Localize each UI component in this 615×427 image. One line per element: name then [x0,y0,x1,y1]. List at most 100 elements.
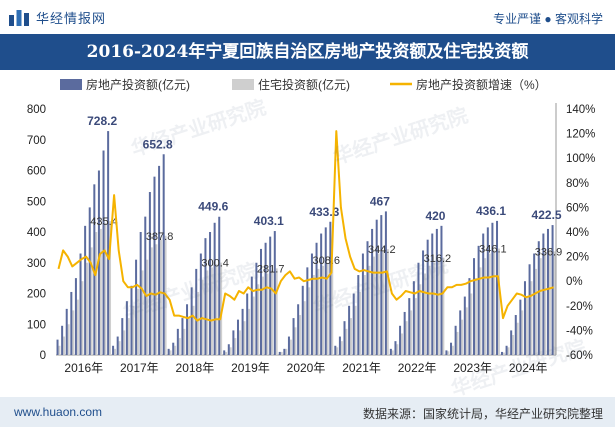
residential-bar [377,253,380,355]
brand-logo[interactable]: 华经情报网 [8,7,106,27]
real-estate-bar [107,131,110,355]
residential-bar [539,258,542,355]
residential-bar [322,265,325,355]
real-estate-bar [394,341,397,355]
residential-bar [442,257,445,355]
residential-bar [308,287,311,355]
real-estate-bar [125,301,128,355]
real-estate-bar [450,342,453,355]
residential-bar [118,341,121,355]
real-estate-bar [167,348,170,355]
residential-bar [373,256,376,355]
residential-bar [354,305,357,355]
x-tick-label: 2016年 [64,361,103,375]
real-estate-bar [371,228,374,355]
residential-bar [544,253,547,355]
x-tick-label: 2024年 [509,361,548,375]
real-estate-bar [408,298,411,355]
real-estate-bar [361,253,364,355]
chart-canvas: 房地产投资额(亿元) 住宅投资额(亿元) 房地产投资额增速（%） 0 100 200 300… [27,77,596,375]
right-tick-label: 20% [566,252,589,264]
real-estate-bar [130,285,133,355]
real-estate-bar [399,325,402,355]
residential-bar [368,265,371,355]
residential-bar [99,228,102,355]
residential-bar [248,308,251,355]
real-estate-bar [357,275,360,355]
residential-bar [312,275,315,355]
residential-bar [169,350,172,355]
residential-bar [146,259,149,355]
right-tick-label: 0% [566,276,583,288]
real-estate-bar [468,278,471,355]
residential-bar [67,324,70,355]
real-estate-bar [496,220,499,355]
real-estate-bar [121,318,124,355]
residential-bar [470,293,473,355]
real-estate-bar [440,225,443,355]
real-estate-bar [144,216,147,355]
residential-bar [238,330,241,355]
real-estate-bar [375,219,378,355]
residential-bar [109,221,112,355]
residential-bar [215,264,218,355]
residential-bar [336,347,339,355]
residential-bar [488,253,491,355]
residential-bar [331,260,334,355]
annual-value-label: 420 [425,209,445,223]
residential-bar [447,351,450,355]
residential-bar [386,249,389,355]
left-tick-label: 500 [27,196,46,208]
real-estate-bar [366,241,369,355]
legend-label-1: 住宅投资额(亿元) [258,77,350,92]
real-estate-bar [412,281,415,355]
real-estate-bar [70,291,73,355]
real-estate-bar [334,345,337,355]
residential-bar [174,345,177,355]
real-estate-bar [135,259,138,355]
real-estate-bar [218,216,221,355]
residential-value-label: 336.9 [535,246,563,258]
top-bar: 华经情报网 专业严谨 ● 客观科学 [0,0,615,34]
residential-value-label: 308.6 [312,255,340,267]
residential-bar [507,347,510,355]
residential-value-label: 300.4 [201,258,229,270]
real-estate-bar [514,315,517,355]
right-tick-label: 60% [566,202,589,214]
real-estate-bar [255,262,258,355]
residential-bar [391,350,394,355]
residential-bar [95,232,98,355]
residential-bar [437,259,440,355]
residential-bar [261,276,264,355]
residential-bar [72,310,75,355]
left-tick-label: 800 [27,104,46,116]
residential-bar [461,319,464,355]
residential-bar [187,318,190,355]
real-estate-bar [186,304,189,355]
residential-bar [136,288,139,355]
footer-site[interactable]: www.huaon.com [14,405,103,419]
right-tick-label: 100% [566,153,595,165]
real-estate-bar [204,238,207,355]
residential-bar [326,262,329,355]
real-estate-bar [310,253,313,355]
real-estate-bar [148,192,151,355]
residential-bar [210,267,213,355]
title-bar: 2016-2024年宁夏回族自治区房地产投资额及住宅投资额 [0,34,615,70]
real-estate-bar [56,339,59,355]
real-estate-bar [435,228,438,355]
right-tick-label: -60% [566,350,593,362]
real-estate-bar [482,233,485,355]
real-estate-bar [287,336,290,355]
residential-bar [294,327,297,355]
real-estate-bar [459,310,462,355]
real-estate-bar [384,211,387,355]
residential-bar [299,315,302,355]
real-estate-bar [537,241,540,355]
residential-bar [405,321,408,355]
real-estate-bar [292,318,295,355]
residential-bar [90,247,93,355]
real-estate-bar [463,296,466,355]
residential-value-label: 387.8 [146,231,174,243]
real-estate-bar [278,351,281,355]
